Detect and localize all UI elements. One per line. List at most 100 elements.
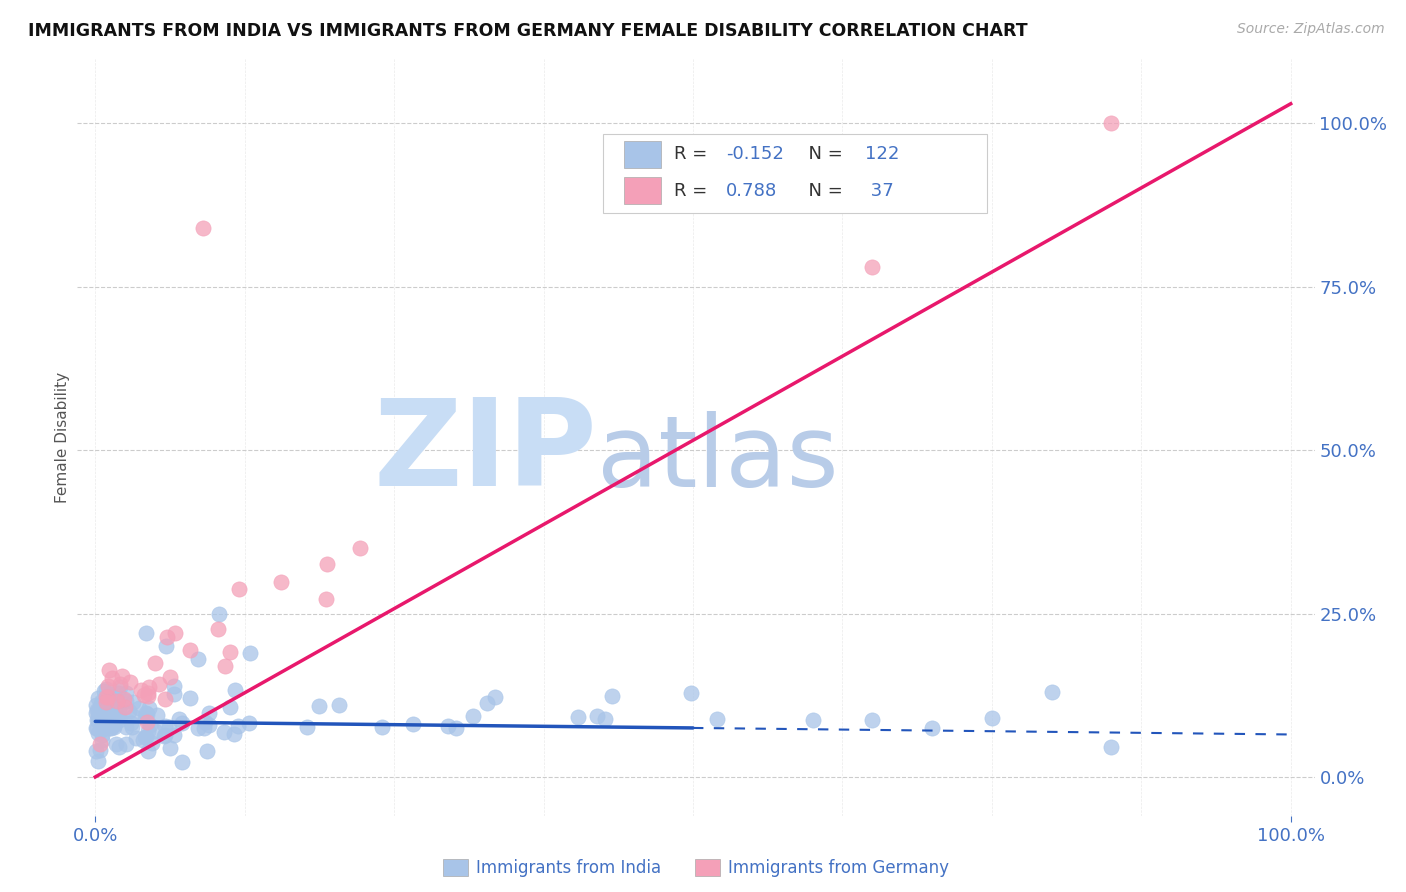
Point bbox=[107, 714, 129, 728]
Point bbox=[103, 720, 125, 734]
Point bbox=[136, 706, 159, 721]
Point bbox=[94, 698, 117, 713]
Text: R =: R = bbox=[673, 145, 713, 163]
Point bbox=[475, 697, 498, 711]
Point bbox=[238, 716, 260, 731]
Point bbox=[136, 689, 159, 703]
Point bbox=[89, 699, 111, 714]
Point bbox=[860, 713, 883, 727]
Point bbox=[111, 669, 134, 683]
Point bbox=[198, 706, 221, 720]
Point bbox=[86, 706, 108, 720]
Y-axis label: Female Disability: Female Disability bbox=[55, 371, 70, 503]
Point bbox=[101, 697, 124, 711]
Point bbox=[114, 737, 136, 751]
Point bbox=[91, 732, 114, 747]
Point bbox=[87, 754, 110, 768]
Point bbox=[121, 720, 143, 734]
Point bbox=[136, 723, 159, 738]
Point bbox=[94, 695, 117, 709]
Point bbox=[100, 714, 122, 728]
Point bbox=[1099, 116, 1122, 130]
Point bbox=[349, 541, 371, 555]
Legend: Immigrants from India, Immigrants from Germany: Immigrants from India, Immigrants from G… bbox=[436, 852, 956, 884]
Point bbox=[98, 663, 121, 677]
Point bbox=[93, 721, 115, 735]
Point bbox=[91, 713, 114, 727]
Point bbox=[131, 683, 153, 698]
Point bbox=[212, 725, 235, 739]
Point bbox=[146, 708, 169, 723]
Point bbox=[128, 700, 150, 714]
Point bbox=[134, 710, 156, 724]
Point bbox=[159, 670, 181, 684]
FancyBboxPatch shape bbox=[624, 141, 661, 168]
Point bbox=[437, 719, 460, 733]
Point bbox=[224, 683, 246, 698]
Point bbox=[463, 709, 485, 723]
Point bbox=[98, 721, 121, 735]
Point bbox=[86, 744, 108, 758]
Point bbox=[187, 652, 209, 666]
Point bbox=[91, 694, 114, 708]
Point bbox=[153, 728, 176, 742]
Point bbox=[801, 713, 824, 727]
Point bbox=[122, 695, 145, 709]
FancyBboxPatch shape bbox=[603, 134, 987, 213]
Text: 37: 37 bbox=[866, 182, 894, 200]
Point bbox=[136, 714, 159, 729]
Point bbox=[125, 731, 148, 745]
Point bbox=[135, 730, 157, 744]
Point bbox=[315, 592, 337, 607]
Point bbox=[94, 690, 117, 704]
Point bbox=[97, 690, 120, 705]
Point bbox=[567, 710, 589, 724]
Point bbox=[89, 742, 111, 756]
Point bbox=[138, 701, 160, 715]
Point bbox=[163, 626, 186, 640]
Point bbox=[187, 722, 209, 736]
Point bbox=[94, 690, 117, 705]
Point bbox=[100, 721, 122, 735]
Point bbox=[270, 574, 292, 589]
Point bbox=[371, 720, 394, 734]
Point bbox=[107, 686, 129, 700]
Text: ZIP: ZIP bbox=[373, 393, 598, 511]
Point bbox=[157, 720, 180, 734]
Point bbox=[91, 728, 114, 742]
Point bbox=[163, 688, 186, 702]
Point bbox=[135, 706, 157, 721]
Text: Source: ZipAtlas.com: Source: ZipAtlas.com bbox=[1237, 22, 1385, 37]
Point bbox=[110, 677, 132, 691]
Text: 122: 122 bbox=[866, 145, 900, 163]
Point bbox=[295, 720, 318, 734]
Point bbox=[1099, 740, 1122, 755]
Point bbox=[103, 718, 125, 732]
Point bbox=[600, 689, 623, 703]
Point bbox=[86, 690, 108, 705]
Point bbox=[89, 737, 111, 751]
Point bbox=[134, 730, 156, 744]
Point bbox=[114, 686, 136, 700]
Point bbox=[98, 687, 121, 701]
Point bbox=[239, 646, 262, 660]
Point bbox=[328, 698, 350, 712]
Point bbox=[118, 674, 141, 689]
Point bbox=[179, 690, 201, 705]
Point bbox=[163, 728, 186, 742]
Point bbox=[86, 698, 108, 713]
Point bbox=[198, 718, 221, 732]
Point bbox=[87, 713, 110, 727]
Point bbox=[860, 260, 883, 274]
Point bbox=[115, 720, 138, 734]
Point bbox=[402, 717, 425, 731]
Point bbox=[153, 719, 176, 733]
Point bbox=[93, 684, 115, 698]
Point bbox=[90, 714, 112, 729]
Point bbox=[228, 582, 250, 597]
Text: IMMIGRANTS FROM INDIA VS IMMIGRANTS FROM GERMANY FEMALE DISABILITY CORRELATION C: IMMIGRANTS FROM INDIA VS IMMIGRANTS FROM… bbox=[28, 22, 1028, 40]
Point bbox=[167, 713, 190, 727]
Point bbox=[159, 740, 181, 755]
Point bbox=[138, 718, 160, 732]
Point bbox=[153, 692, 176, 706]
